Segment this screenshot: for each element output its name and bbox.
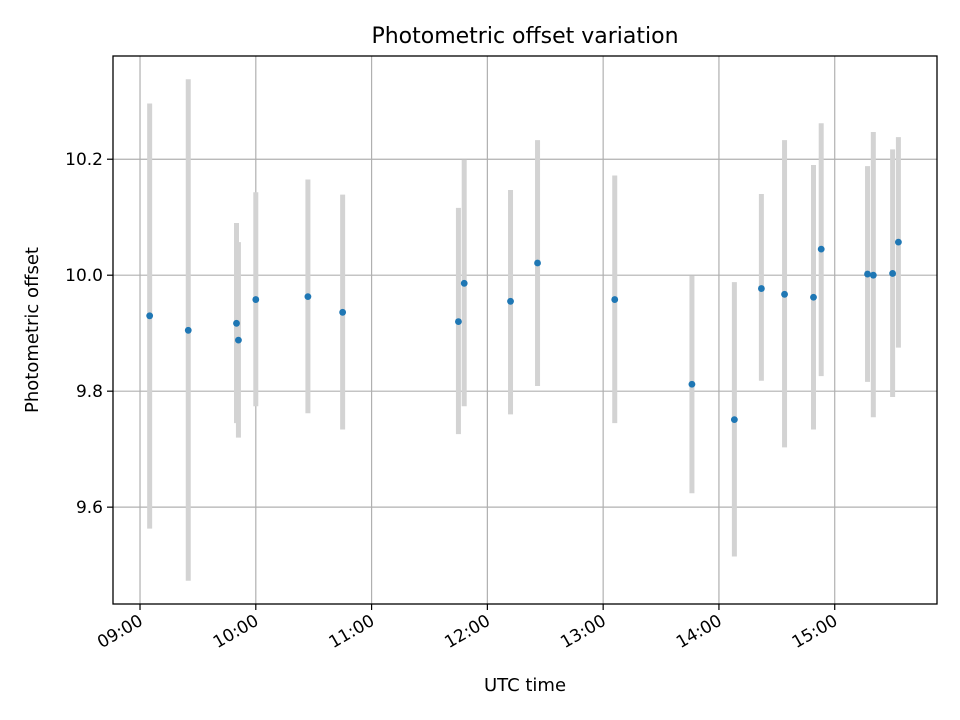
data-point — [146, 312, 154, 320]
data-point — [507, 297, 514, 305]
data-point — [184, 326, 192, 334]
y-axis-label: Photometric offset — [22, 247, 43, 413]
data-point — [864, 270, 871, 278]
data-point — [304, 293, 312, 301]
y-tick-label: 10.2 — [65, 150, 103, 170]
data-point — [688, 380, 696, 388]
data-point — [611, 296, 619, 303]
y-tick-label: 9.8 — [76, 382, 103, 402]
data-point — [781, 290, 788, 298]
data-point — [339, 308, 347, 316]
data-point — [252, 296, 260, 303]
y-tick-label: 9.6 — [76, 498, 103, 518]
data-point — [810, 293, 817, 301]
data-point — [460, 279, 468, 287]
y-tick-label: 10.0 — [65, 266, 103, 286]
chart-title: Photometric offset variation — [371, 24, 678, 49]
data-point — [817, 245, 825, 253]
x-axis-label: UTC time — [484, 675, 566, 696]
data-point — [233, 319, 240, 327]
data-points — [146, 238, 902, 423]
data-point — [889, 270, 897, 277]
data-point — [235, 336, 242, 344]
plot-frame — [112, 55, 938, 605]
data-point — [730, 416, 738, 423]
data-point — [757, 285, 765, 292]
data-point — [869, 271, 877, 279]
data-point — [534, 259, 541, 267]
data-point — [895, 238, 902, 246]
data-point — [455, 318, 462, 325]
y-axis-ticks: 9.6 9.8 10.0 10.2 — [65, 150, 113, 518]
